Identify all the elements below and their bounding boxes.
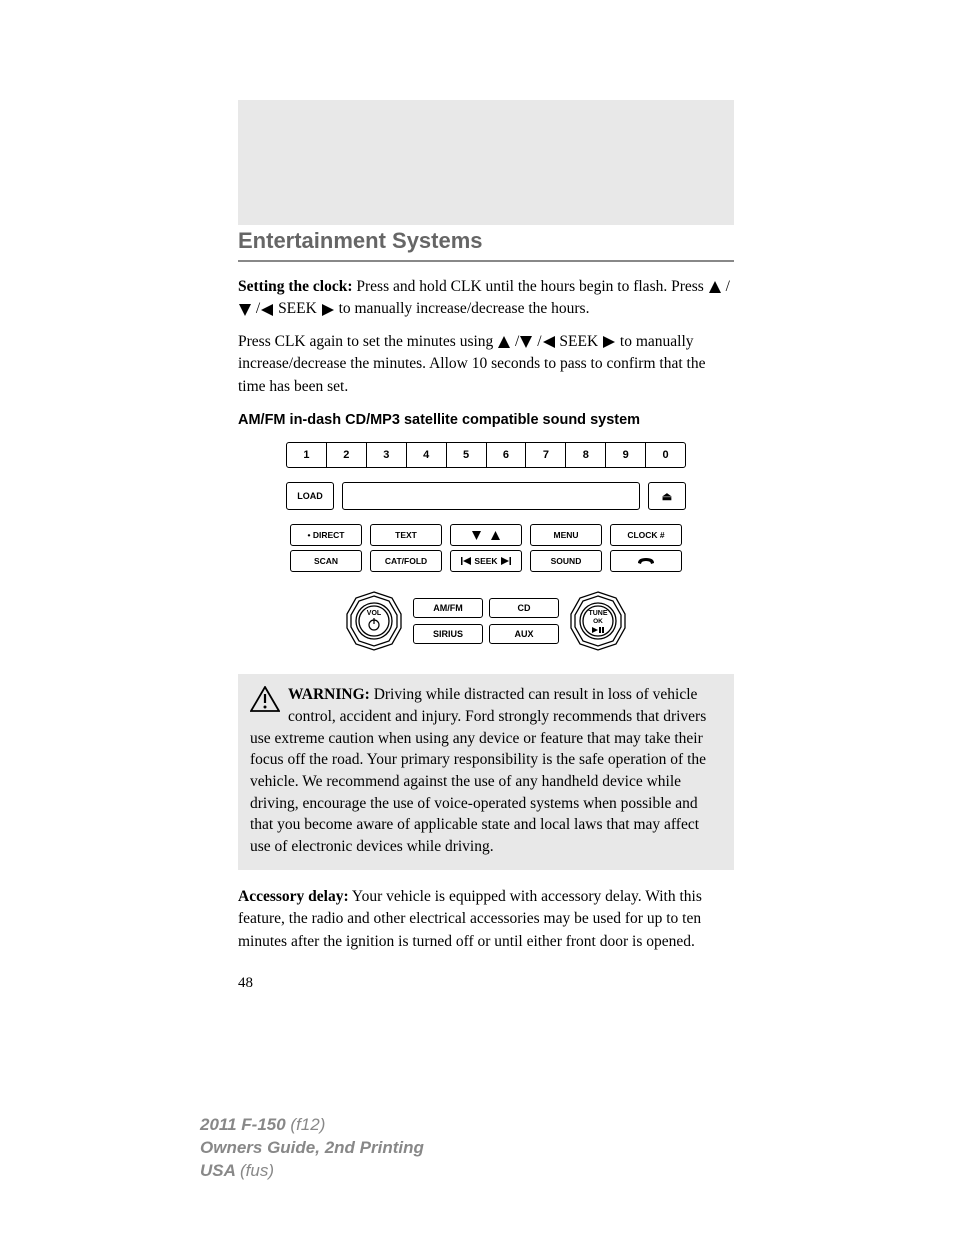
clock-seek-1: SEEK [278, 300, 321, 317]
footer-region: USA [200, 1161, 240, 1180]
seek-next-icon [501, 557, 511, 565]
footer-line-3: USA (fus) [200, 1160, 424, 1183]
section-title: Entertainment Systems [238, 228, 734, 262]
page-number: 48 [238, 975, 734, 992]
left-triangle-icon [260, 303, 274, 317]
left-triangle-icon [542, 335, 556, 349]
clock-seek-2: SEEK [559, 333, 602, 350]
preset-1: 1 [287, 443, 327, 467]
sound-button: SOUND [530, 550, 602, 572]
seek-label: SEEK [474, 556, 497, 566]
sound-system-subtitle: AM/FM in-dash CD/MP3 satellite compatibl… [238, 412, 734, 428]
load-button: LOAD [286, 482, 334, 510]
sirius-button: SIRIUS [413, 624, 483, 644]
clock-p1c: to manually increase/decrease the hours. [339, 300, 590, 317]
tune-label: TUNE [588, 610, 607, 617]
warning-box: WARNING: Driving while distracted can re… [238, 674, 734, 870]
accessory-lead: Accessory delay: [238, 888, 349, 905]
footer-model: 2011 F-150 [200, 1115, 290, 1134]
preset-7: 7 [526, 443, 566, 467]
seek-button: SEEK [450, 550, 522, 572]
amfm-button: AM/FM [413, 598, 483, 618]
down-triangle-icon [238, 303, 252, 317]
display-screen [342, 482, 640, 510]
right-triangle-icon [321, 303, 335, 317]
eject-button: ⏏ [648, 482, 686, 510]
seek-prev-icon [461, 557, 471, 565]
clock-para-1: Setting the clock: Press and hold CLK un… [238, 276, 734, 321]
up-triangle-icon [708, 280, 722, 294]
radio-diagram: 1 2 3 4 5 6 7 8 9 0 LOAD ⏏ • DIRECT TEXT… [286, 442, 686, 652]
volume-knob: VOL [343, 590, 405, 652]
vol-label: VOL [367, 610, 382, 617]
footer-line-2: Owners Guide, 2nd Printing [200, 1137, 424, 1160]
clock-button: CLOCK # [610, 524, 682, 546]
footer-code-2: (fus) [240, 1161, 274, 1180]
text-button: TEXT [370, 524, 442, 546]
up-triangle-icon [491, 531, 500, 540]
display-row: LOAD ⏏ [286, 482, 686, 510]
page-content: Entertainment Systems Setting the clock:… [238, 228, 734, 992]
mode-buttons: AM/FM CD SIRIUS AUX [413, 598, 559, 644]
right-triangle-icon [602, 335, 616, 349]
footer-code-1: (f12) [290, 1115, 325, 1134]
clock-p1a: Press and hold CLK until the hours begin… [353, 278, 708, 295]
preset-0: 0 [646, 443, 685, 467]
ok-label: OK [593, 618, 603, 625]
preset-4: 4 [407, 443, 447, 467]
clock-para-2: Press CLK again to set the minutes using… [238, 331, 734, 398]
footer: 2011 F-150 (f12) Owners Guide, 2nd Print… [200, 1114, 424, 1183]
down-triangle-icon [519, 335, 533, 349]
warning-text: Driving while distracted can result in l… [250, 686, 706, 855]
down-triangle-icon [472, 531, 481, 540]
warning-icon [250, 686, 280, 719]
warning-lead: WARNING: [288, 686, 370, 703]
preset-8: 8 [566, 443, 606, 467]
clock-lead: Setting the clock: [238, 278, 353, 295]
tune-knob: TUNE OK [567, 590, 629, 652]
up-triangle-icon [497, 335, 511, 349]
preset-6: 6 [487, 443, 527, 467]
preset-5: 5 [447, 443, 487, 467]
accessory-para: Accessory delay: Your vehicle is equippe… [238, 886, 734, 953]
footer-line-1: 2011 F-150 (f12) [200, 1114, 424, 1137]
preset-9: 9 [606, 443, 646, 467]
phone-icon [637, 556, 655, 566]
aux-button: AUX [489, 624, 559, 644]
preset-row: 1 2 3 4 5 6 7 8 9 0 [286, 442, 686, 468]
catfold-button: CAT/FOLD [370, 550, 442, 572]
scan-button: SCAN [290, 550, 362, 572]
cd-button: CD [489, 598, 559, 618]
menu-button: MENU [530, 524, 602, 546]
preset-2: 2 [327, 443, 367, 467]
header-band [238, 100, 734, 225]
direct-button: • DIRECT [290, 524, 362, 546]
function-buttons: • DIRECT TEXT MENU CLOCK # SCAN CAT/FOLD… [286, 524, 686, 572]
preset-3: 3 [367, 443, 407, 467]
clock-p2a: Press CLK again to set the minutes using [238, 333, 497, 350]
knob-row: VOL AM/FM CD SIRIUS AUX TUNE OK [286, 590, 686, 652]
phone-button [610, 550, 682, 572]
arrows-button [450, 524, 522, 546]
